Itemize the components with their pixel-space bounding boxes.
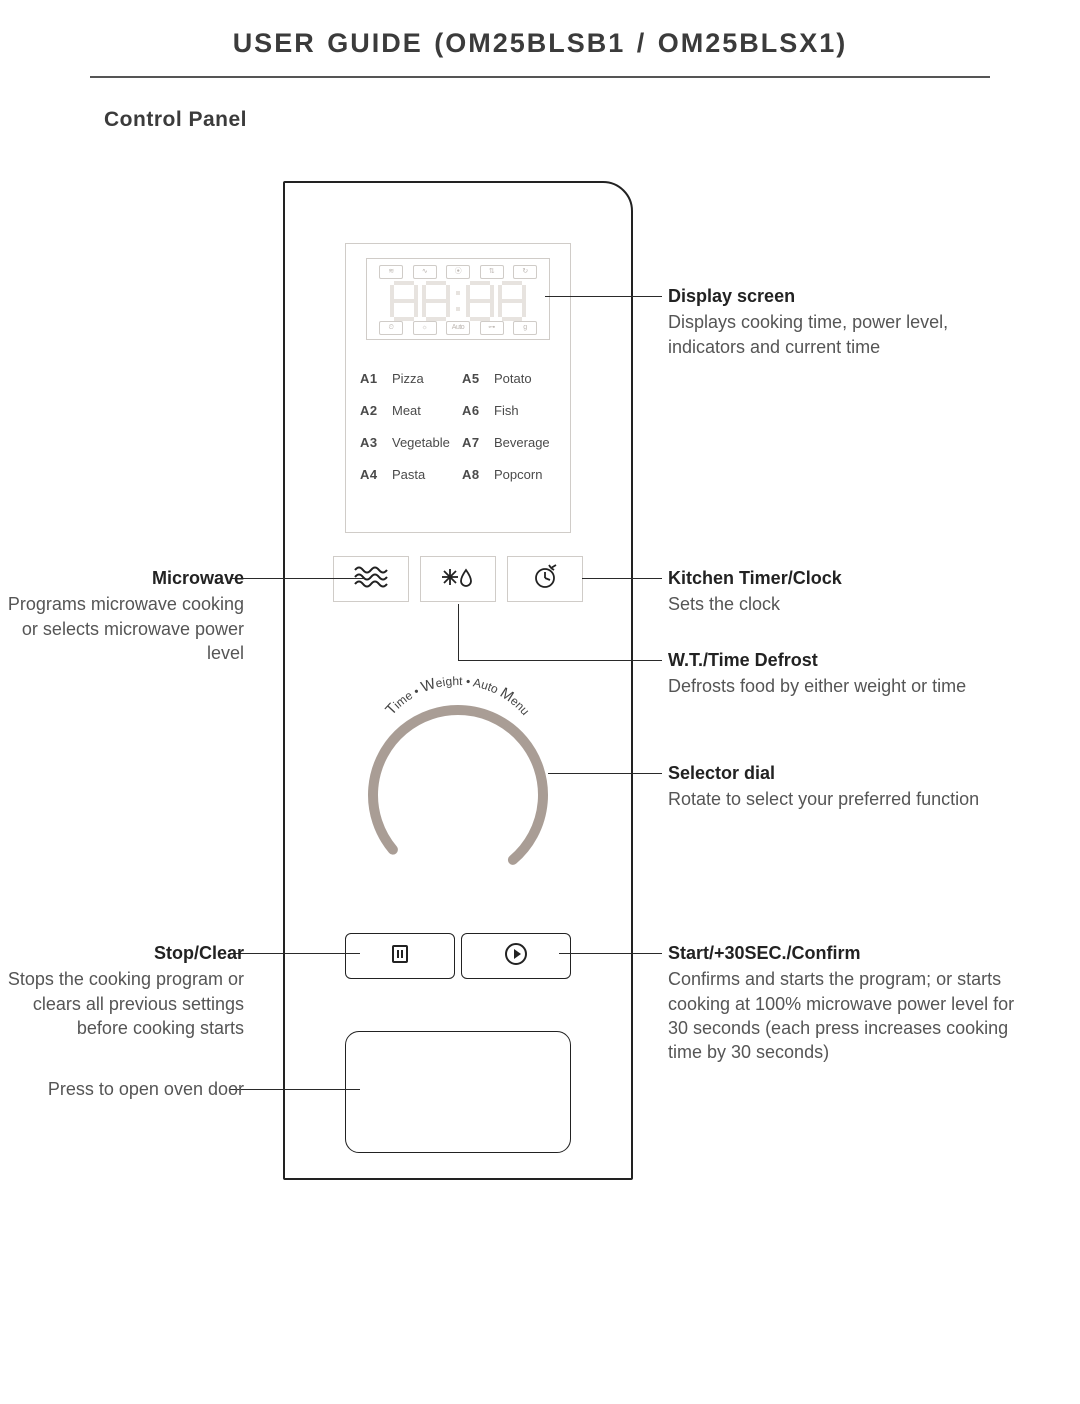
start-confirm-button[interactable] (461, 933, 571, 979)
lcd-icon-row-top: ≋ ∿ ⦿ ⇅ ↻ (379, 265, 537, 279)
lcd-icon: ↻ (513, 265, 537, 279)
callout-title: Start/+30SEC./Confirm (668, 941, 1018, 965)
selector-dial[interactable]: Time • Weight • Auto Menu (358, 695, 558, 895)
leader-line (458, 660, 662, 661)
auto-menu-item: A8Popcorn (462, 458, 556, 490)
control-panel: ≋ ∿ ⦿ ⇅ ↻ ⏲ ☼ Auto (283, 181, 633, 1180)
callout-desc: Rotate to select your preferred function (668, 789, 979, 809)
lcd-icon: ☼ (413, 321, 437, 335)
microwave-button[interactable] (333, 556, 409, 602)
page: USER GUIDE (OM25BLSB1 / OM25BLSX1) Contr… (0, 0, 1080, 1404)
header-rule (90, 76, 990, 78)
lcd-icon: g (513, 321, 537, 335)
lcd-icon: ⊶ (480, 321, 504, 335)
timer-clock-button[interactable] (507, 556, 583, 602)
auto-menu-item: A4Pasta (360, 458, 454, 490)
lcd-icon: Auto (446, 321, 470, 335)
page-header: USER GUIDE (OM25BLSB1 / OM25BLSX1) (0, 0, 1080, 71)
callout-title: Microwave (0, 566, 244, 590)
pause-icon (387, 941, 413, 972)
callout-desc: Displays cooking time, power level, indi… (668, 312, 948, 356)
door-open-push[interactable] (345, 1031, 571, 1153)
lcd-icon: ⏲ (379, 321, 403, 335)
lcd-icon: ⦿ (446, 265, 470, 279)
leader-line (545, 296, 662, 297)
lcd-icon: ≋ (379, 265, 403, 279)
auto-menu-item: A3Vegetable (360, 426, 454, 458)
section-title: Control Panel (104, 108, 247, 132)
mode-button-row (333, 556, 583, 602)
callout-desc: Defrosts food by either weight or time (668, 676, 966, 696)
callout-title: Selector dial (668, 761, 1018, 785)
callout-defrost: W.T./Time Defrost Defrosts food by eithe… (668, 648, 1018, 699)
lcd-icon: ∿ (413, 265, 437, 279)
callout-desc: Sets the clock (668, 594, 780, 614)
lcd-icon-row-bottom: ⏲ ☼ Auto ⊶ g (379, 321, 537, 335)
callout-title: Stop/Clear (0, 941, 244, 965)
callout-microwave: Microwave Programs microwave cooking or … (0, 566, 262, 665)
auto-menu-item: A5Potato (462, 362, 556, 394)
callout-desc: Programs microwave cooking or selects mi… (8, 594, 244, 663)
leader-line (548, 773, 662, 774)
callout-stop-clear: Stop/Clear Stops the cooking program or … (0, 941, 262, 1040)
defrost-button[interactable] (420, 556, 496, 602)
callout-selector-dial: Selector dial Rotate to select your pref… (668, 761, 1018, 812)
play-icon (503, 941, 529, 972)
clock-icon (527, 564, 563, 595)
leader-line (559, 953, 662, 954)
snowflake-drop-icon (440, 564, 476, 595)
callout-kitchen-timer: Kitchen Timer/Clock Sets the clock (668, 566, 1018, 617)
lcd-digits (377, 283, 539, 319)
leader-line (458, 604, 459, 660)
auto-menu-item: A1Pizza (360, 362, 454, 394)
lcd-icon: ⇅ (480, 265, 504, 279)
callout-title: Kitchen Timer/Clock (668, 566, 1018, 590)
display-area: ≋ ∿ ⦿ ⇅ ↻ ⏲ ☼ Auto (345, 243, 571, 533)
callout-title: Display screen (668, 284, 1018, 308)
auto-menu-table: A1Pizza A5Potato A2Meat A6Fish A3Vegetab… (360, 362, 556, 490)
callout-start-confirm: Start/+30SEC./Confirm Confirms and start… (668, 941, 1018, 1064)
auto-menu-item: A2Meat (360, 394, 454, 426)
auto-menu-item: A7Beverage (462, 426, 556, 458)
callout-title: W.T./Time Defrost (668, 648, 1018, 672)
dial-ring (358, 695, 558, 895)
auto-menu-item: A6Fish (462, 394, 556, 426)
callout-desc: Stops the cooking program or clears all … (8, 969, 244, 1038)
page-title: USER GUIDE (OM25BLSB1 / OM25BLSX1) (233, 28, 848, 58)
lcd-screen: ≋ ∿ ⦿ ⇅ ↻ ⏲ ☼ Auto (366, 258, 550, 340)
callout-desc: Confirms and starts the program; or star… (668, 969, 1014, 1062)
callout-open-door: Press to open oven door (0, 1077, 262, 1101)
control-button-row (345, 933, 571, 979)
callout-display-screen: Display screen Displays cooking time, po… (668, 284, 1018, 359)
stop-clear-button[interactable] (345, 933, 455, 979)
callout-desc: Press to open oven door (48, 1079, 244, 1099)
leader-line (582, 578, 662, 579)
waves-icon (353, 564, 389, 595)
